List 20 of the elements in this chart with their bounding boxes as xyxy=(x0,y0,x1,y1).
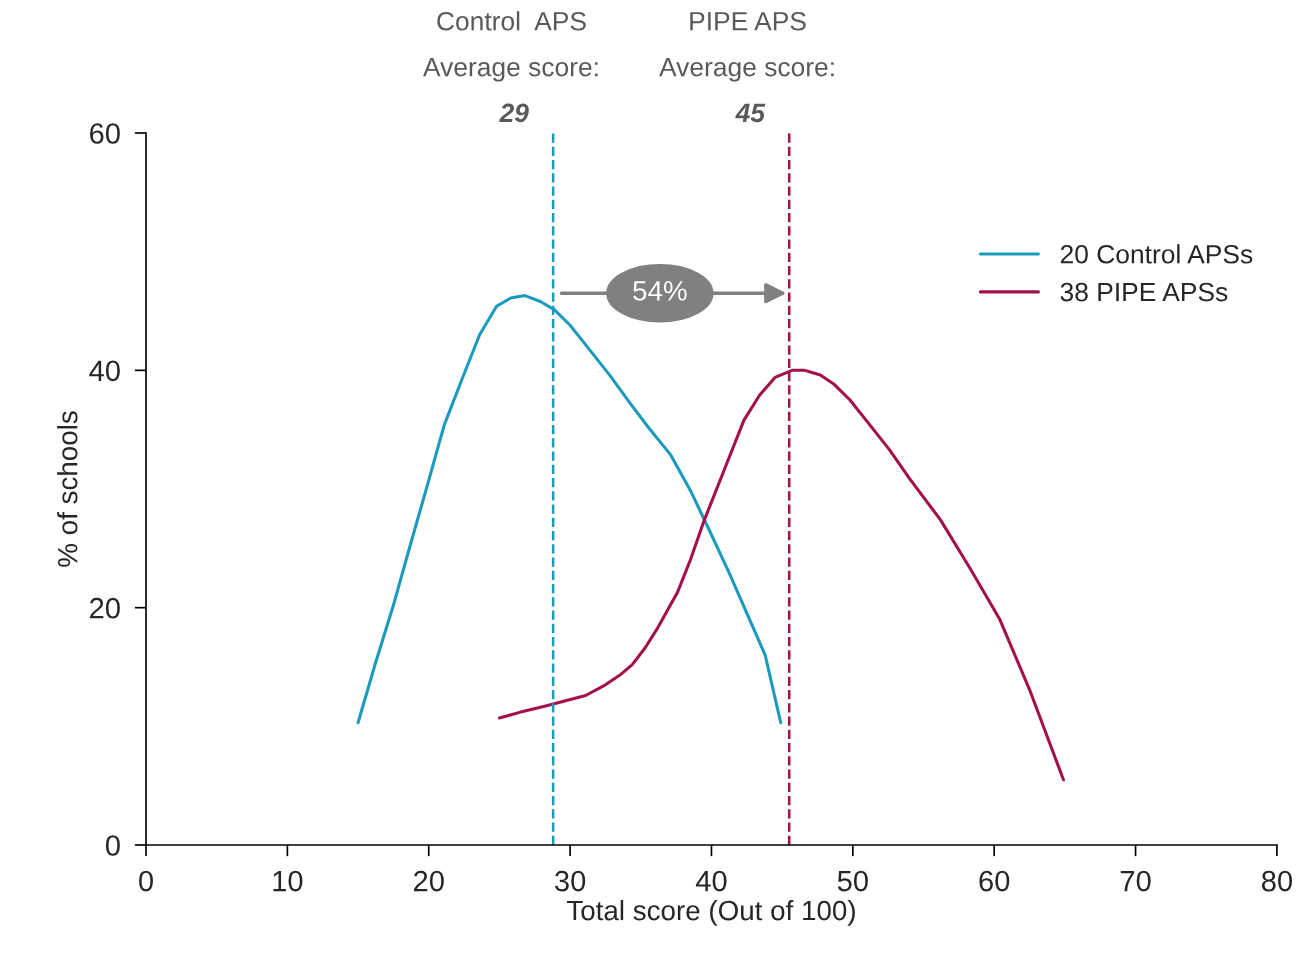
y-tick-label: 40 xyxy=(89,360,120,382)
x-tick-label: 50 xyxy=(837,870,868,892)
ref-line-label: Control APS Average score: 29 xyxy=(423,11,598,123)
y-tick-label: 0 xyxy=(105,835,120,856)
x-tick-label: 70 xyxy=(1120,870,1151,892)
x-axis-title: Total score (Out of 100) xyxy=(566,899,855,926)
y-tick-label: 60 xyxy=(90,123,120,144)
annotation: 54% xyxy=(633,281,687,301)
x-tick-label: 80 xyxy=(1261,870,1292,892)
y-axis-title: % of schools xyxy=(57,411,78,567)
y-tick-label: 20 xyxy=(90,597,120,619)
x-tick-label: 0 xyxy=(139,870,153,892)
ref-line-label: PIPE APS Average score: 45 xyxy=(659,11,834,123)
legend-label: 20 Control APSs xyxy=(1060,244,1253,264)
legend-label: 38 PIPE APSs xyxy=(1060,282,1228,302)
x-tick-label: 10 xyxy=(273,870,303,892)
x-tick-label: 60 xyxy=(979,870,1010,892)
x-tick-label: 20 xyxy=(413,870,444,892)
x-tick-label: 40 xyxy=(695,870,727,892)
x-tick-label: 30 xyxy=(554,870,586,892)
